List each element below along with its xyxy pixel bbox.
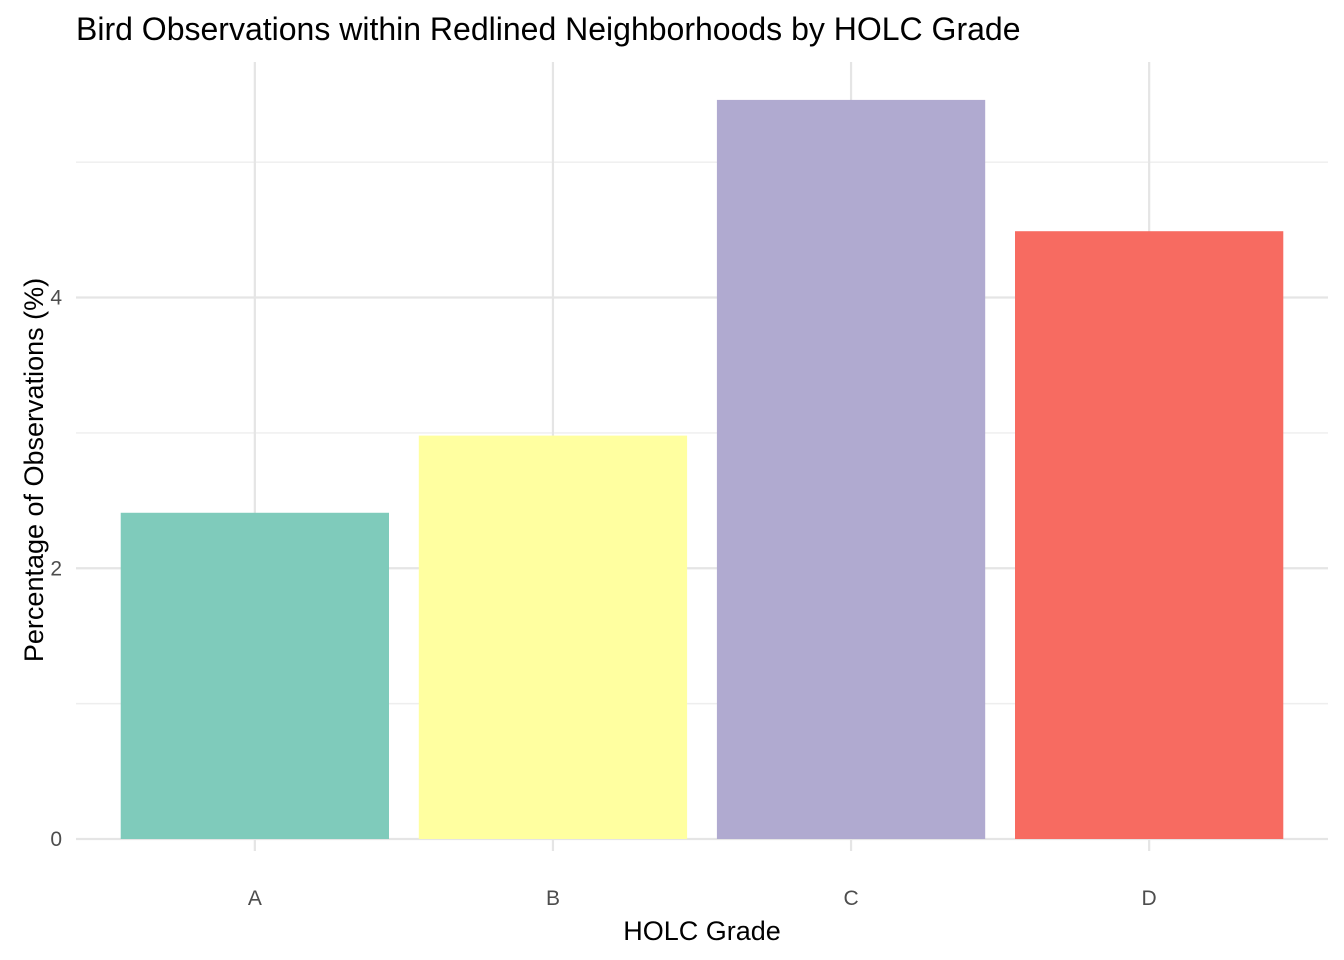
bar-d	[1015, 231, 1284, 839]
y-axis-title: Percentage of Observations (%)	[19, 278, 49, 662]
bar-c	[716, 99, 986, 839]
y-tick-labels: 0 2 4	[50, 287, 62, 851]
y-tick-label: 2	[50, 557, 62, 580]
bars	[120, 99, 1284, 839]
x-tick-label: D	[1142, 887, 1157, 910]
x-tick-labels: A B C D	[248, 887, 1157, 910]
y-tick-label: 4	[50, 287, 62, 310]
y-tick-label: 0	[50, 828, 62, 851]
x-tick-label: C	[843, 887, 858, 910]
chart-title: Bird Observations within Redlined Neighb…	[76, 11, 1020, 47]
bar-a	[120, 512, 389, 839]
x-tick-label: B	[546, 887, 560, 910]
x-axis-title: HOLC Grade	[623, 916, 781, 946]
x-tick-label: A	[248, 887, 262, 910]
bar-b	[418, 435, 688, 839]
